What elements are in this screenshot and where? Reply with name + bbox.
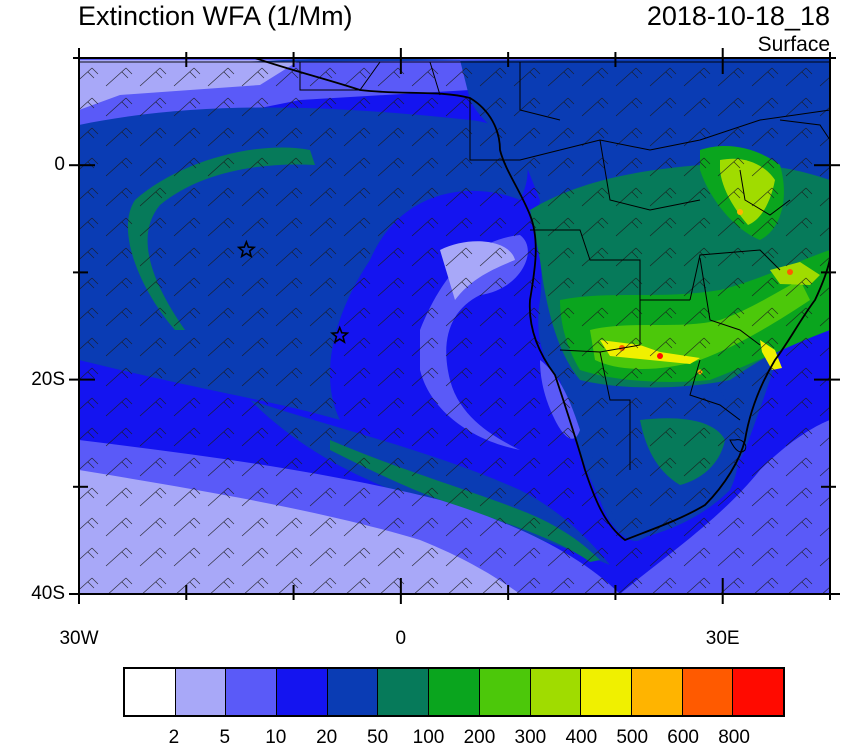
lon-label-30w: 30W [59, 628, 99, 649]
colorbar-box-11 [682, 669, 734, 715]
lat-label-40s: 40S [31, 583, 65, 604]
colorbar-box-12 [733, 669, 783, 715]
colorbar-label-100: 100 [412, 727, 445, 748]
colorbar-label-10: 10 [265, 727, 287, 748]
colorbar-box-0 [125, 669, 176, 715]
colorbar-label-20: 20 [316, 727, 338, 748]
colorbar-label-800: 800 [718, 727, 750, 748]
extinction-map [69, 48, 840, 604]
colorbar [123, 667, 785, 717]
colorbar-label-50: 50 [367, 727, 389, 748]
lat-label-20s: 20S [31, 368, 65, 390]
map-field [79, 58, 830, 594]
colorbar-label-300: 300 [514, 727, 547, 748]
colorbar-box-9 [581, 669, 632, 715]
colorbar-box-4 [327, 669, 379, 715]
colorbar-box-7 [479, 669, 531, 715]
datetime-label: 2018-10-18_18 [646, 1, 830, 31]
axis-ticks [69, 48, 840, 604]
colorbar-box-2 [226, 669, 278, 715]
colorbar-box-3 [277, 669, 328, 715]
colorbar-box-1 [175, 669, 227, 715]
colorbar-label-5: 5 [219, 727, 231, 748]
colorbar-box-6 [429, 669, 480, 715]
colorbar-box-5 [378, 669, 430, 715]
map-title: Extinction WFA (1/Mm) [78, 1, 353, 31]
map-frame [78, 57, 831, 595]
colorbar-label-2: 2 [168, 727, 180, 748]
wind-barbs [79, 58, 830, 594]
colorbar-label-500: 500 [616, 727, 649, 748]
africa-coastline [254, 58, 830, 542]
colorbar-label-600: 600 [667, 727, 699, 748]
star-marker-1 [236, 239, 257, 259]
level-label: Surface [757, 33, 830, 56]
country-borders [299, 61, 830, 470]
lat-label-0: 0 [54, 154, 65, 176]
colorbar-box-10 [631, 669, 683, 715]
star-marker-2 [330, 325, 350, 344]
colorbar-box-8 [530, 669, 582, 715]
colorbar-label-400: 400 [565, 727, 598, 748]
colorbar-label-200: 200 [463, 727, 496, 748]
lon-label-30e: 30E [705, 628, 740, 649]
lon-label-0: 0 [395, 628, 407, 649]
